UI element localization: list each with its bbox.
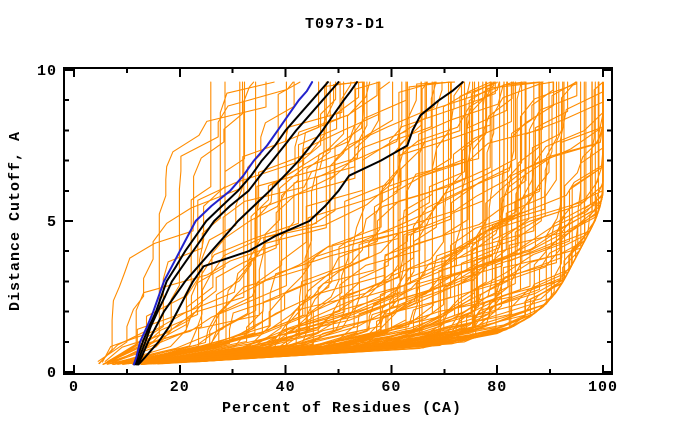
x-tick-label: 0 bbox=[69, 379, 79, 396]
highlighted-model-curve bbox=[132, 81, 314, 366]
plot-frame bbox=[63, 67, 613, 375]
x-tick-label: 40 bbox=[276, 379, 296, 396]
x-tick-labels: 0 20 40 60 80 100 bbox=[69, 379, 618, 396]
y-tick-labels: 0 5 10 bbox=[37, 63, 57, 382]
reference-curve-2 bbox=[135, 81, 340, 366]
y-tick-label: 10 bbox=[37, 63, 57, 80]
x-tick-label: 60 bbox=[381, 379, 401, 396]
model-curves-ensemble bbox=[97, 81, 604, 365]
x-tick-label: 80 bbox=[487, 379, 507, 396]
y-tick-label: 0 bbox=[47, 365, 57, 382]
x-axis-label: Percent of Residues (CA) bbox=[222, 400, 462, 417]
x-tick-label: 20 bbox=[170, 379, 190, 396]
y-tick-label: 5 bbox=[47, 214, 57, 231]
reference-curve-1 bbox=[133, 81, 329, 366]
chart-title: T0973-D1 bbox=[305, 16, 385, 33]
y-axis-label: Distance Cutoff, A bbox=[7, 131, 24, 311]
reference-curve-3 bbox=[136, 81, 358, 366]
reference-curves bbox=[132, 81, 464, 366]
x-tick-label: 100 bbox=[588, 379, 618, 396]
reference-curve-4 bbox=[137, 81, 464, 366]
